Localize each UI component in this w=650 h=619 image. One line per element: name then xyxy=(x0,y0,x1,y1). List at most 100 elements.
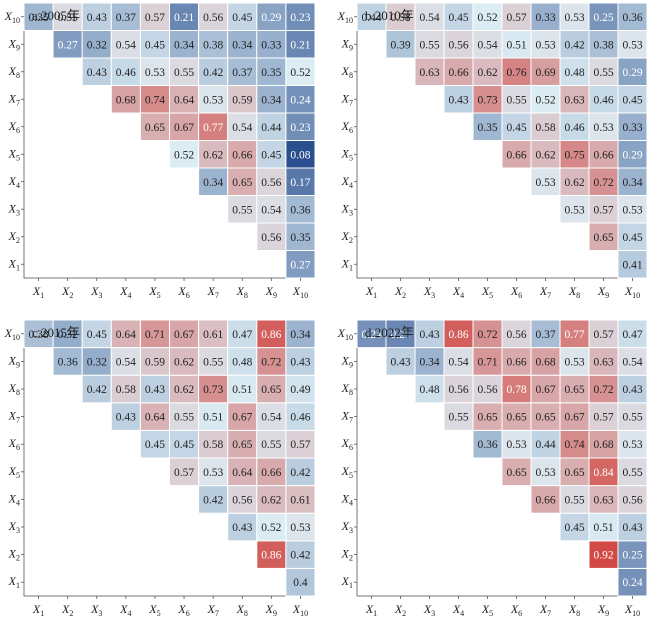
heatmap-cell xyxy=(385,30,416,59)
x-tick-label: X2 xyxy=(61,602,73,618)
x-tick-label: X2 xyxy=(61,284,73,300)
heatmap-cell xyxy=(256,57,287,86)
cell-value-label: 0.64 xyxy=(174,94,194,106)
x-tick-label: X9 xyxy=(597,284,609,300)
heatmap-panel-3: 0.4 0.86 0.42 0.43 0.52 0.53 0.42 0.56 0.62 0.61 0… xyxy=(4,319,316,618)
x-tick-label: X3 xyxy=(423,284,435,300)
heatmap-cell xyxy=(52,30,83,59)
cell-value-label: 0.43 xyxy=(448,94,468,106)
cell-value-label: 0.46 xyxy=(290,412,310,424)
cell-value-label: 0.55 xyxy=(174,67,194,79)
cell-value-label: 0.77 xyxy=(203,122,223,134)
cell-value-label: 0.62 xyxy=(477,67,497,79)
cell-value-label: 0.52 xyxy=(535,94,555,106)
y-tick-label: X5 xyxy=(341,146,353,162)
cell-value-label: 0.62 xyxy=(535,149,555,161)
cell-value-label: 0.67 xyxy=(564,412,584,424)
heatmap-panel-4: 0.24 0.92 0.25 0.45 0.51 0.43 0.66 0.55 0.63 0.56… xyxy=(337,319,648,618)
heatmap-cell xyxy=(227,85,258,114)
x-tick-label: X3 xyxy=(90,602,102,618)
heatmap-cell xyxy=(285,222,316,251)
cell-value-label: 0.92 xyxy=(593,550,613,562)
x-tick-label: X6 xyxy=(510,284,522,300)
heatmap-cell xyxy=(617,195,648,224)
cell-value-label: 0.27 xyxy=(58,39,78,51)
y-tick-label: X5 xyxy=(8,464,20,480)
cell-value-label: 0.66 xyxy=(232,149,252,161)
x-tick-label: X8 xyxy=(568,602,580,618)
x-tick-label: X5 xyxy=(481,284,493,300)
cell-value-label: 0.23 xyxy=(290,12,310,24)
heatmap-cell xyxy=(198,140,229,169)
cell-value-label: 0.55 xyxy=(174,412,194,424)
heatmap-cell xyxy=(285,429,316,459)
heatmap-cell xyxy=(617,319,648,349)
heatmap-cell xyxy=(530,57,561,86)
cell-value-label: 0.39 xyxy=(390,39,410,51)
x-tick-label: X4 xyxy=(119,284,131,300)
x-tick-label: X7 xyxy=(539,602,551,618)
heatmap-cell xyxy=(227,457,258,487)
cell-value-label: 0.65 xyxy=(593,232,613,244)
y-tick-label: X7 xyxy=(341,409,353,425)
cell-value-label: 0.47 xyxy=(232,329,252,341)
cell-value-label: 0.08 xyxy=(290,149,310,161)
heatmap-cell xyxy=(227,167,258,196)
heatmap-cell xyxy=(169,2,200,31)
cell-value-label: 0.54 xyxy=(477,39,497,51)
y-tick-label: X4 xyxy=(8,491,20,507)
y-tick-label: X7 xyxy=(8,409,20,425)
cell-value-label: 0.45 xyxy=(145,439,165,451)
heatmap-cell xyxy=(227,319,258,349)
cell-value-label: 0.62 xyxy=(203,149,223,161)
heatmap-cell xyxy=(617,250,648,279)
panel-title: b.2010年 xyxy=(365,8,414,23)
cell-value-label: 0.29 xyxy=(261,12,281,24)
x-tick-label: X6 xyxy=(177,602,189,618)
cell-value-label: 0.54 xyxy=(419,12,439,24)
x-tick-label: X5 xyxy=(481,602,493,618)
cell-value-label: 0.37 xyxy=(116,12,136,24)
cell-value-label: 0.43 xyxy=(622,522,642,534)
cell-value-label: 0.43 xyxy=(622,384,642,396)
x-tick-label: X6 xyxy=(177,284,189,300)
cell-value-label: 0.55 xyxy=(593,67,613,79)
heatmap-cell xyxy=(52,319,83,349)
heatmap-cell xyxy=(285,195,316,224)
x-tick-label: X10 xyxy=(624,284,640,300)
cell-value-label: 0.86 xyxy=(448,329,468,341)
heatmap-cell xyxy=(285,140,316,169)
heatmap-cell xyxy=(198,429,229,459)
panels: 0.27 0.56 0.35 0.55 0.54 0.36 0.34 0.65 0.56 0.17… xyxy=(4,2,648,618)
y-tick-label: X5 xyxy=(8,146,20,162)
heatmap-cell xyxy=(588,319,619,349)
heatmap-cell xyxy=(617,347,648,376)
cell-value-label: 0.76 xyxy=(506,67,526,79)
cell-value-label: 0.51 xyxy=(593,522,613,534)
cell-value-label: 0.63 xyxy=(593,356,613,368)
cell-value-label: 0.65 xyxy=(232,177,252,189)
heatmap-cell xyxy=(617,485,648,514)
cell-value-label: 0.34 xyxy=(174,39,194,51)
panel-title: d.2022年 xyxy=(365,325,414,340)
cell-value-label: 0.48 xyxy=(232,356,252,368)
cell-value-label: 0.56 xyxy=(622,494,642,506)
heatmap-cell xyxy=(198,347,229,376)
y-tick-label: X6 xyxy=(8,119,20,135)
heatmap-cell xyxy=(285,374,316,404)
x-tick-label: X9 xyxy=(265,284,277,300)
heatmap-cell xyxy=(198,57,229,86)
cell-value-label: 0.75 xyxy=(564,149,584,161)
y-tick-label: X2 xyxy=(8,547,20,563)
x-tick-label: X7 xyxy=(539,284,551,300)
cell-value-label: 0.65 xyxy=(506,412,526,424)
cell-value-label: 0.57 xyxy=(593,412,613,424)
cell-value-label: 0.53 xyxy=(535,467,555,479)
cell-value-label: 0.57 xyxy=(174,467,194,479)
y-tick-label: X4 xyxy=(341,491,353,507)
cell-value-label: 0.68 xyxy=(535,356,555,368)
heatmap-cell xyxy=(617,512,648,542)
y-tick-label: X1 xyxy=(341,256,353,272)
y-tick-label: X9 xyxy=(8,36,20,52)
cell-value-label: 0.34 xyxy=(622,177,642,189)
